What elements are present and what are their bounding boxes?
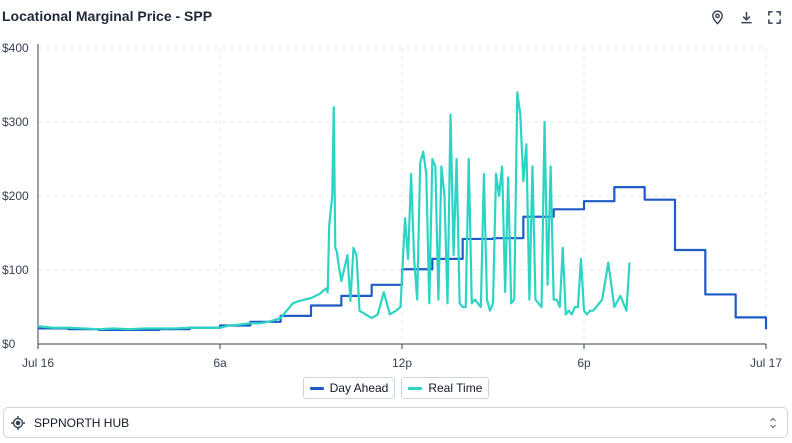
chart-title: Locational Marginal Price - SPP xyxy=(2,8,213,24)
x-tick-label: Jul 16 xyxy=(22,356,54,370)
fullscreen-button[interactable] xyxy=(763,6,785,28)
legend-swatch-day-ahead xyxy=(309,386,324,390)
chevron-updown-icon xyxy=(770,417,776,429)
legend-label-real-time: Real Time xyxy=(428,381,483,395)
x-tick-label: 6a xyxy=(213,356,227,370)
legend-swatch-real-time xyxy=(408,386,423,390)
chart-legend: Day Ahead Real Time xyxy=(0,377,792,399)
x-tick-label: Jul 17 xyxy=(750,356,782,370)
legend-label-day-ahead: Day Ahead xyxy=(329,381,389,395)
y-tick-label: $200 xyxy=(2,189,29,203)
legend-item-day-ahead[interactable]: Day Ahead xyxy=(302,377,396,399)
series-line-real-time xyxy=(37,91,631,331)
download-icon xyxy=(740,11,752,23)
x-tick-label: 12p xyxy=(392,356,412,370)
node-selector[interactable]: SPPNORTH HUB xyxy=(3,407,788,438)
y-tick-label: $300 xyxy=(2,115,29,129)
price-chart: $0 $100 $200 $300 $400 Jul 16 6a 12p 6p Jul 17 xyxy=(2,41,782,370)
y-tick-label: $0 xyxy=(2,337,16,351)
chart-header: Locational Marginal Price - SPP xyxy=(0,0,792,34)
target-location-icon xyxy=(11,415,25,430)
y-tick-label: $400 xyxy=(2,41,29,55)
node-selector-value: SPPNORTH HUB xyxy=(34,415,130,430)
location-pin-icon xyxy=(711,9,723,25)
download-button[interactable] xyxy=(735,6,757,28)
legend-item-real-time[interactable]: Real Time xyxy=(401,377,490,399)
x-tick-label: 6p xyxy=(577,356,591,370)
location-button[interactable] xyxy=(706,6,728,28)
fullscreen-icon xyxy=(767,10,781,24)
y-tick-label: $100 xyxy=(2,263,29,277)
